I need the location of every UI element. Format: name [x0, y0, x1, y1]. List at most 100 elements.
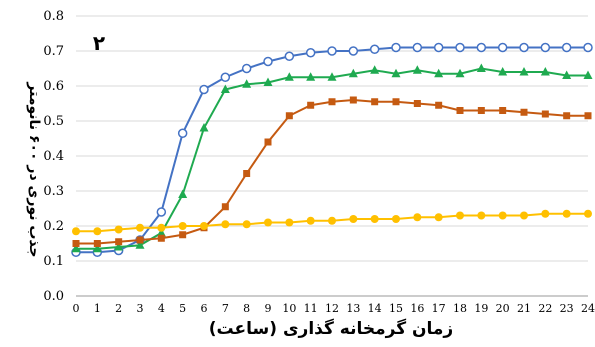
- data-point: [562, 70, 572, 79]
- data-point: [285, 112, 293, 120]
- y-axis-label: جذب نوری در ۶۰۰ نانومتر: [26, 81, 42, 257]
- data-point: [477, 211, 486, 220]
- data-point: [433, 42, 444, 53]
- data-point: [179, 231, 187, 239]
- x-tick-label: 22: [538, 302, 552, 315]
- data-point: [178, 222, 187, 230]
- data-point: [455, 42, 465, 53]
- series-3: [72, 96, 592, 247]
- data-point: [391, 68, 401, 78]
- data-point: [498, 211, 507, 220]
- data-point: [114, 225, 123, 234]
- data-point: [391, 42, 401, 53]
- data-point: [519, 67, 529, 76]
- data-point: [476, 42, 487, 53]
- data-point: [434, 68, 444, 78]
- data-point: [264, 218, 272, 227]
- x-tick-label: 0: [73, 302, 80, 315]
- data-point: [541, 110, 549, 118]
- data-point: [413, 213, 422, 222]
- x-tick-label: 15: [389, 302, 403, 315]
- data-point: [349, 96, 357, 104]
- x-tick-label: 7: [222, 302, 229, 315]
- data-point: [199, 123, 209, 132]
- data-point: [71, 243, 81, 253]
- data-point: [221, 220, 230, 229]
- x-tick-label: 18: [453, 302, 467, 315]
- data-point: [541, 209, 550, 218]
- data-point: [284, 51, 295, 61]
- data-point: [412, 65, 422, 74]
- data-point: [241, 63, 252, 74]
- x-tick-label: 23: [560, 302, 574, 315]
- data-point: [584, 112, 592, 120]
- data-point: [371, 98, 379, 106]
- x-tick-label: 20: [496, 302, 510, 315]
- data-point: [456, 211, 464, 220]
- data-point: [561, 42, 572, 53]
- data-point: [583, 42, 593, 53]
- data-point: [220, 72, 231, 82]
- data-point: [434, 213, 443, 222]
- x-tick-label: 21: [517, 302, 531, 315]
- data-point: [562, 209, 571, 218]
- x-tick-label: 12: [325, 302, 339, 315]
- data-point: [200, 222, 208, 230]
- x-tick-label: 6: [201, 302, 208, 315]
- data-point: [221, 203, 229, 211]
- data-point: [520, 108, 528, 116]
- x-tick-label: 10: [282, 302, 296, 315]
- y-tick-label: 0.7: [43, 44, 64, 59]
- data-point: [263, 56, 273, 67]
- data-point: [93, 227, 102, 236]
- data-point: [136, 223, 144, 232]
- y-tick-label: 0.5: [43, 114, 64, 129]
- data-point: [498, 67, 508, 76]
- data-point: [136, 236, 144, 244]
- data-point: [456, 107, 464, 114]
- data-point: [220, 84, 230, 93]
- data-point: [519, 42, 529, 53]
- y-tick-label: 0.3: [43, 184, 64, 199]
- data-point: [156, 228, 166, 237]
- x-axis-label: زمان گرمخانه گذاری (ساعت): [209, 318, 453, 339]
- y-tick-label: 0.0: [43, 289, 64, 304]
- data-point: [199, 84, 209, 95]
- data-point: [327, 72, 337, 81]
- data-point: [349, 215, 358, 223]
- data-point: [72, 227, 80, 236]
- x-tick-label: 24: [581, 302, 595, 315]
- y-tick-label: 0.1: [43, 254, 64, 269]
- x-axis-ticks: 0 1 2 3 4 5 6 7 8 9 10 11 12 13 14 15 16 17 18 19 20 21 22 23 24: [73, 302, 595, 315]
- data-point: [583, 70, 593, 79]
- x-tick-label: 5: [179, 302, 186, 315]
- data-point: [435, 101, 443, 109]
- series-2: [71, 63, 593, 253]
- data-point: [157, 223, 166, 232]
- data-point: [72, 240, 80, 247]
- data-point: [455, 68, 465, 78]
- data-point: [392, 98, 400, 106]
- data-point: [413, 100, 421, 107]
- data-point: [412, 42, 423, 53]
- x-tick-label: 1: [94, 302, 101, 315]
- data-point: [178, 189, 188, 198]
- x-tick-label: 4: [158, 302, 165, 315]
- data-point: [499, 107, 507, 114]
- data-point: [540, 42, 551, 53]
- data-point: [177, 128, 188, 138]
- data-point: [263, 77, 273, 86]
- data-point: [520, 211, 528, 220]
- data-point: [243, 170, 251, 177]
- data-point: [476, 63, 486, 72]
- x-tick-label: 9: [265, 302, 272, 315]
- data-point: [328, 216, 336, 225]
- data-point: [306, 216, 315, 225]
- data-point: [93, 240, 101, 247]
- data-point: [392, 215, 400, 223]
- data-point: [264, 138, 272, 146]
- data-point: [370, 215, 379, 223]
- y-tick-label: 0.8: [43, 9, 64, 24]
- data-point: [156, 207, 167, 217]
